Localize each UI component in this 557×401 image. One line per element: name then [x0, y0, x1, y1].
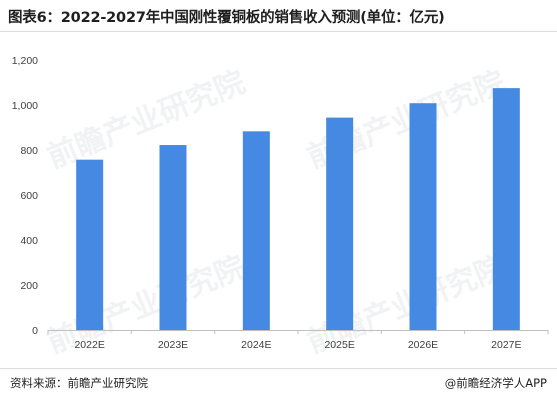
y-axis: 0 200 400 600 800 1,000 1,200 — [12, 55, 38, 337]
y-tick-label: 600 — [20, 190, 38, 202]
chart-title: 图表6：2022-2027年中国刚性覆铜板的销售收入预测(单位：亿元) — [8, 10, 445, 26]
x-tick-label: 2026E — [408, 339, 438, 351]
bar-2022E — [76, 159, 104, 330]
x-tick-label: 2024E — [241, 339, 271, 351]
bars — [76, 88, 520, 330]
y-tick-label: 800 — [20, 145, 38, 157]
bar-2027E — [492, 88, 520, 330]
y-tick-label: 200 — [20, 280, 38, 292]
y-tick-label: 1,000 — [12, 100, 38, 112]
x-tick-label: 2022E — [74, 339, 104, 351]
bar-2023E — [159, 145, 187, 330]
x-axis: 2022E 2023E 2024E 2025E 2026E 2027E — [47, 330, 549, 351]
bar-2026E — [409, 103, 437, 330]
y-tick-label: 400 — [20, 235, 38, 247]
bar-2025E — [326, 117, 354, 330]
x-tick-label: 2023E — [158, 339, 188, 351]
y-tick-label: 1,200 — [12, 55, 38, 67]
credit-note: @前瞻经济学人APP — [444, 376, 547, 390]
x-tick-label: 2025E — [324, 339, 354, 351]
footer-divider — [0, 368, 557, 369]
bar-2024E — [242, 131, 270, 330]
source-note: 资料来源：前瞻产业研究院 — [10, 376, 148, 390]
y-tick-label: 0 — [32, 325, 38, 337]
x-tick-label: 2027E — [491, 339, 521, 351]
title-divider — [0, 31, 557, 32]
